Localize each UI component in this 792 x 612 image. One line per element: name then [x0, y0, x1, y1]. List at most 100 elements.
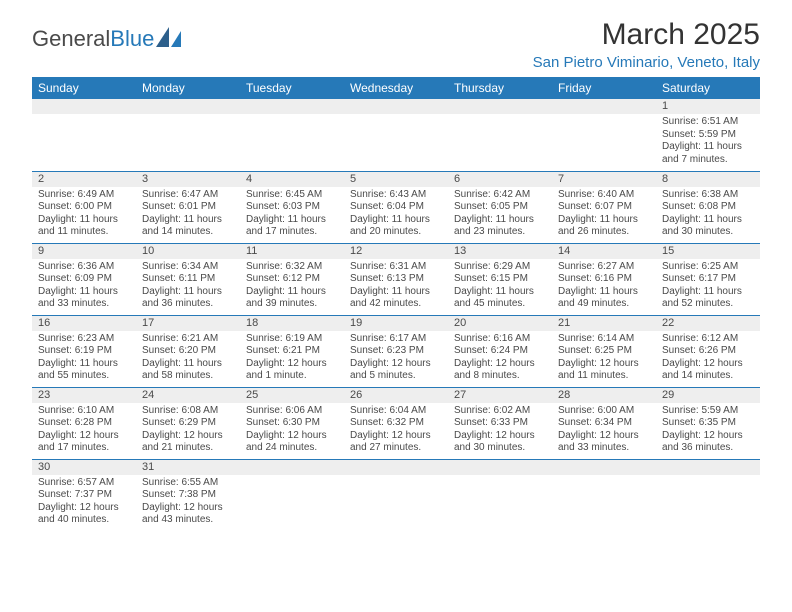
- day-number-bar: 3: [136, 172, 240, 187]
- day-number-bar: 10: [136, 244, 240, 259]
- day-number-bar: [240, 460, 344, 475]
- day-sunrise: Sunrise: 6:17 AM: [350, 333, 442, 346]
- day-number-bar: 26: [344, 388, 448, 403]
- day-number-bar: 28: [552, 388, 656, 403]
- calendar-day-cell: 29Sunrise: 5:59 AMSunset: 6:35 PMDayligh…: [656, 387, 760, 459]
- day-sunset: Sunset: 6:25 PM: [558, 345, 650, 358]
- calendar-day-cell: 22Sunrise: 6:12 AMSunset: 6:26 PMDayligh…: [656, 315, 760, 387]
- calendar-day-cell: 7Sunrise: 6:40 AMSunset: 6:07 PMDaylight…: [552, 171, 656, 243]
- day-sunrise: Sunrise: 6:00 AM: [558, 405, 650, 418]
- day-sunset: Sunset: 6:13 PM: [350, 273, 442, 286]
- day-number-bar: 21: [552, 316, 656, 331]
- day-body: Sunrise: 6:00 AMSunset: 6:34 PMDaylight:…: [552, 403, 656, 459]
- brand-logo: GeneralBlue: [32, 26, 182, 52]
- weekday-header: Saturday: [656, 77, 760, 99]
- day-sunrise: Sunrise: 6:14 AM: [558, 333, 650, 346]
- day-daylight: Daylight: 12 hours and 27 minutes.: [350, 430, 442, 455]
- day-sunset: Sunset: 7:38 PM: [142, 489, 234, 502]
- weekday-header: Thursday: [448, 77, 552, 99]
- calendar-day-cell: 21 Sunrise: 6:14 AMSunset: 6:25 PMDayligh…: [552, 315, 656, 387]
- day-body: Sunrise: 6:23 AMSunset: 6:19 PMDaylight:…: [32, 331, 136, 387]
- day-daylight: Daylight: 12 hours and 11 minutes.: [558, 358, 650, 383]
- day-sunset: Sunset: 6:08 PM: [662, 201, 754, 214]
- day-sunrise: Sunrise: 6:40 AM: [558, 189, 650, 202]
- calendar-day-cell: 25Sunrise: 6:06 AMSunset: 6:30 PMDayligh…: [240, 387, 344, 459]
- weekday-header: Sunday: [32, 77, 136, 99]
- day-sunset: Sunset: 6:30 PM: [246, 417, 338, 430]
- day-sunset: Sunset: 6:04 PM: [350, 201, 442, 214]
- day-sunrise: Sunrise: 6:42 AM: [454, 189, 546, 202]
- day-sunset: Sunset: 6:19 PM: [38, 345, 130, 358]
- calendar-day-cell: 12Sunrise: 6:31 AMSunset: 6:13 PMDayligh…: [344, 243, 448, 315]
- day-body: Sunrise: 6:02 AMSunset: 6:33 PMDaylight:…: [448, 403, 552, 459]
- calendar-week-row: 1Sunrise: 6:51 AMSunset: 5:59 PMDaylight…: [32, 99, 760, 171]
- day-body: Sunrise: 6:43 AMSunset: 6:04 PMDaylight:…: [344, 187, 448, 243]
- day-daylight: Daylight: 11 hours and 23 minutes.: [454, 214, 546, 239]
- day-number-bar: 12: [344, 244, 448, 259]
- day-body: Sunrise: 6:12 AMSunset: 6:26 PMDaylight:…: [656, 331, 760, 387]
- day-sunrise: Sunrise: 6:06 AM: [246, 405, 338, 418]
- day-body: Sunrise: 6:29 AMSunset: 6:15 PMDaylight:…: [448, 259, 552, 315]
- day-body: Sunrise: 6:16 AMSunset: 6:24 PMDaylight:…: [448, 331, 552, 387]
- day-number-bar: 27: [448, 388, 552, 403]
- page-title: March 2025: [533, 18, 760, 52]
- day-number-bar: 5: [344, 172, 448, 187]
- day-sunrise: Sunrise: 6:04 AM: [350, 405, 442, 418]
- day-body: Sunrise: 6:36 AMSunset: 6:09 PMDaylight:…: [32, 259, 136, 315]
- day-daylight: Daylight: 12 hours and 17 minutes.: [38, 430, 130, 455]
- calendar-week-row: 9Sunrise: 6:36 AMSunset: 6:09 PMDaylight…: [32, 243, 760, 315]
- calendar-blank-cell: [240, 459, 344, 531]
- day-body: Sunrise: 6:51 AMSunset: 5:59 PMDaylight:…: [656, 114, 760, 170]
- calendar-day-cell: 27Sunrise: 6:02 AMSunset: 6:33 PMDayligh…: [448, 387, 552, 459]
- calendar-blank-cell: [32, 99, 136, 171]
- day-daylight: Daylight: 11 hours and 11 minutes.: [38, 214, 130, 239]
- day-daylight: Daylight: 11 hours and 30 minutes.: [662, 214, 754, 239]
- day-number-bar: 19: [344, 316, 448, 331]
- calendar-table: SundayMondayTuesdayWednesdayThursdayFrid…: [32, 77, 760, 531]
- day-number-bar: [656, 460, 760, 475]
- calendar-weekday-header: SundayMondayTuesdayWednesdayThursdayFrid…: [32, 77, 760, 99]
- day-sunset: Sunset: 6:12 PM: [246, 273, 338, 286]
- day-sunrise: Sunrise: 6:19 AM: [246, 333, 338, 346]
- day-number-bar: 4: [240, 172, 344, 187]
- calendar-week-row: 30Sunrise: 6:57 AMSunset: 7:37 PMDayligh…: [32, 459, 760, 531]
- day-body: Sunrise: 6:55 AMSunset: 7:38 PMDaylight:…: [136, 475, 240, 531]
- day-number-bar: 11: [240, 244, 344, 259]
- day-sunrise: Sunrise: 6:08 AM: [142, 405, 234, 418]
- day-daylight: Daylight: 12 hours and 5 minutes.: [350, 358, 442, 383]
- calendar-blank-cell: [240, 99, 344, 171]
- calendar-day-cell: 6Sunrise: 6:42 AMSunset: 6:05 PMDaylight…: [448, 171, 552, 243]
- day-sunrise: Sunrise: 6:23 AM: [38, 333, 130, 346]
- calendar-day-cell: 2Sunrise: 6:49 AMSunset: 6:00 PMDaylight…: [32, 171, 136, 243]
- calendar-day-cell: 31Sunrise: 6:55 AMSunset: 7:38 PMDayligh…: [136, 459, 240, 531]
- day-sunrise: Sunrise: 6:49 AM: [38, 189, 130, 202]
- calendar-day-cell: 9Sunrise: 6:36 AMSunset: 6:09 PMDaylight…: [32, 243, 136, 315]
- day-sunset: Sunset: 6:21 PM: [246, 345, 338, 358]
- day-number-bar: 25: [240, 388, 344, 403]
- day-body: Sunrise: 5:59 AMSunset: 6:35 PMDaylight:…: [656, 403, 760, 459]
- day-sunset: Sunset: 6:32 PM: [350, 417, 442, 430]
- day-daylight: Daylight: 12 hours and 40 minutes.: [38, 502, 130, 527]
- day-sunrise: Sunrise: 6:47 AM: [142, 189, 234, 202]
- day-body: Sunrise: 6:06 AMSunset: 6:30 PMDaylight:…: [240, 403, 344, 459]
- brand-general: General: [32, 26, 110, 52]
- day-number-bar: [240, 99, 344, 114]
- location: San Pietro Viminario, Veneto, Italy: [533, 54, 760, 71]
- day-sunset: Sunset: 6:17 PM: [662, 273, 754, 286]
- day-body: Sunrise: 6:17 AMSunset: 6:23 PMDaylight:…: [344, 331, 448, 387]
- calendar-day-cell: 28Sunrise: 6:00 AMSunset: 6:34 PMDayligh…: [552, 387, 656, 459]
- day-number-bar: 1: [656, 99, 760, 114]
- day-body: Sunrise: 6:10 AMSunset: 6:28 PMDaylight:…: [32, 403, 136, 459]
- day-number-bar: 24: [136, 388, 240, 403]
- calendar-day-cell: 17Sunrise: 6:21 AMSunset: 6:20 PMDayligh…: [136, 315, 240, 387]
- day-sunrise: Sunrise: 6:43 AM: [350, 189, 442, 202]
- weekday-header: Wednesday: [344, 77, 448, 99]
- day-sunset: Sunset: 6:24 PM: [454, 345, 546, 358]
- day-sunrise: Sunrise: 6:31 AM: [350, 261, 442, 274]
- calendar-day-cell: 20Sunrise: 6:16 AMSunset: 6:24 PMDayligh…: [448, 315, 552, 387]
- day-number-bar: 14: [552, 244, 656, 259]
- day-body: Sunrise: 6:31 AMSunset: 6:13 PMDaylight:…: [344, 259, 448, 315]
- day-sunset: Sunset: 6:33 PM: [454, 417, 546, 430]
- day-sunset: Sunset: 6:03 PM: [246, 201, 338, 214]
- day-sunrise: Sunrise: 5:59 AM: [662, 405, 754, 418]
